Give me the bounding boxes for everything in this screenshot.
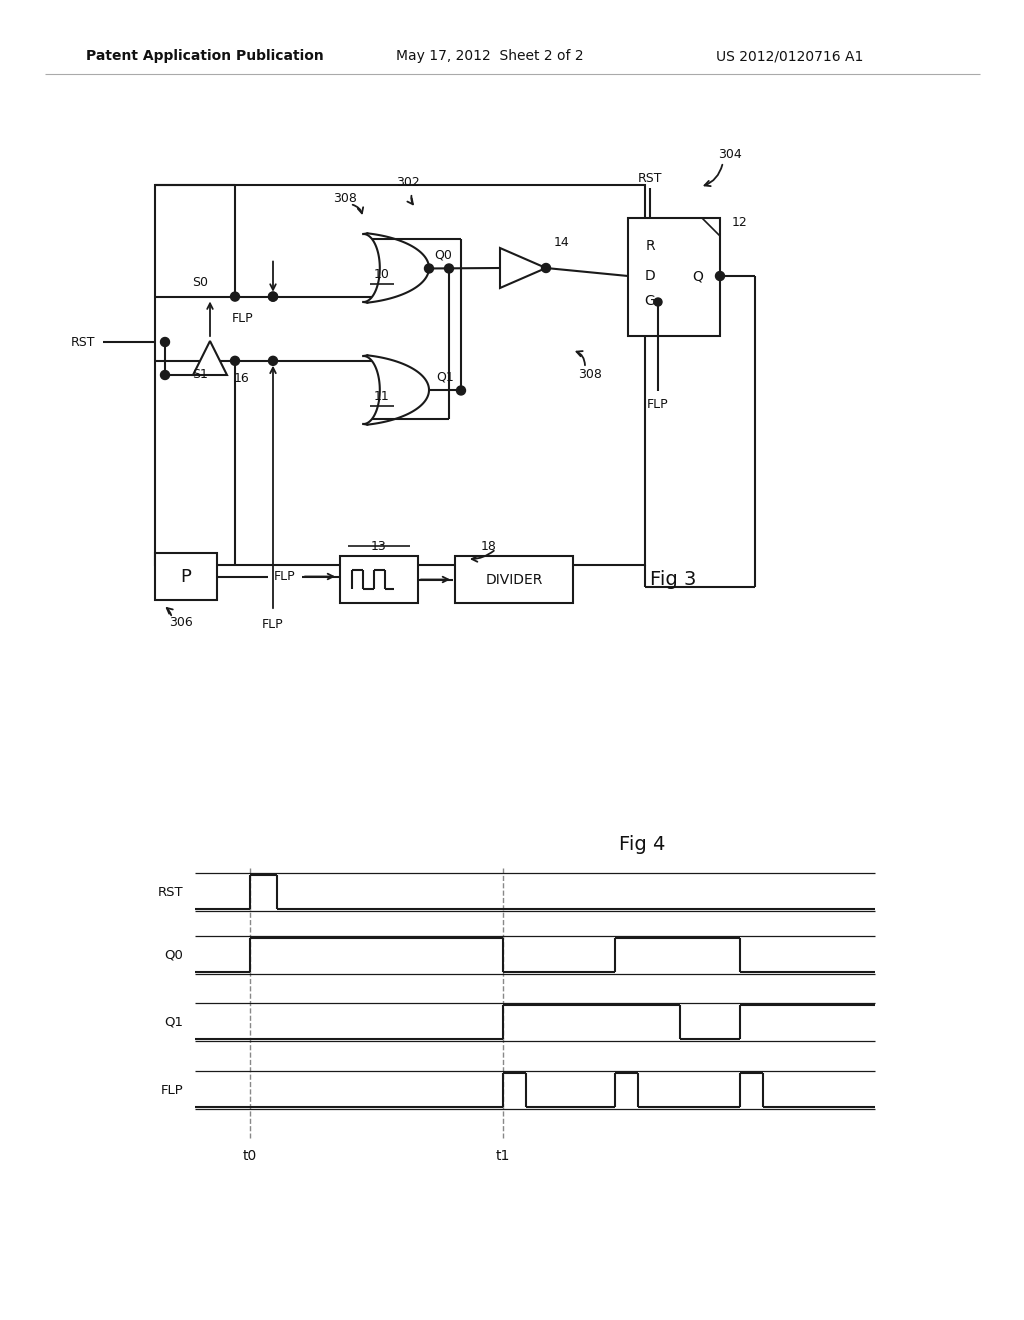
Text: Fig 4: Fig 4 [618,836,666,854]
Text: t1: t1 [496,1148,510,1163]
Text: May 17, 2012  Sheet 2 of 2: May 17, 2012 Sheet 2 of 2 [396,49,584,63]
Text: 13: 13 [371,540,387,553]
Text: FLP: FLP [274,570,296,583]
Text: RST: RST [638,172,663,185]
Circle shape [444,264,454,273]
Text: 302: 302 [396,177,420,190]
Text: 308: 308 [333,191,357,205]
Text: 306: 306 [169,615,193,628]
Text: 12: 12 [732,216,748,230]
Text: RST: RST [158,886,183,899]
Text: 304: 304 [718,149,741,161]
Circle shape [457,385,466,395]
Circle shape [268,292,278,301]
Bar [155,185,645,565]
Text: Q: Q [692,269,703,282]
Circle shape [716,272,725,281]
Text: R: R [645,239,654,253]
Text: 18: 18 [481,540,497,553]
Text: S1: S1 [193,368,208,381]
Text: S0: S0 [193,276,208,289]
Bar [455,556,573,603]
Text: Fig 3: Fig 3 [650,570,696,589]
Circle shape [542,264,551,272]
Text: FLP: FLP [647,397,669,411]
Text: Patent Application Publication: Patent Application Publication [86,49,324,63]
Circle shape [268,356,278,366]
Circle shape [654,298,662,306]
Circle shape [230,292,240,301]
Bar [155,553,217,601]
Text: Q0: Q0 [434,249,452,261]
Text: 11: 11 [374,389,390,403]
Circle shape [268,292,278,301]
Text: Q0: Q0 [164,949,183,961]
Circle shape [161,371,170,380]
Text: US 2012/0120716 A1: US 2012/0120716 A1 [717,49,863,63]
Circle shape [230,356,240,366]
Text: 16: 16 [234,371,250,384]
Text: RST: RST [71,335,95,348]
Text: t0: t0 [243,1148,257,1163]
Text: 14: 14 [554,235,569,248]
Text: Q1: Q1 [164,1015,183,1028]
Text: G: G [645,294,655,308]
Text: 10: 10 [374,268,390,281]
Bar [340,556,418,603]
Text: 308: 308 [579,368,602,381]
Text: FLP: FLP [232,313,254,325]
Text: DIVIDER: DIVIDER [485,573,543,586]
Polygon shape [500,248,546,288]
Text: D: D [645,269,655,282]
Text: P: P [180,568,191,586]
Polygon shape [193,341,227,375]
Text: FLP: FLP [262,619,284,631]
Circle shape [425,264,433,273]
Text: FLP: FLP [160,1084,183,1097]
Circle shape [161,338,170,346]
Bar [628,218,720,337]
Text: Q1: Q1 [436,371,454,384]
